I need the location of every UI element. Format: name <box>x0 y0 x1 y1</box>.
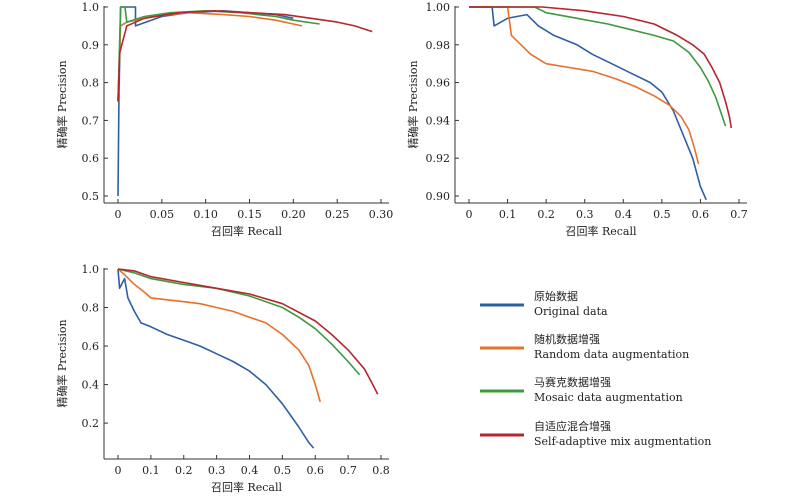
x-tick-label: 0 <box>466 208 473 221</box>
legend-item-mosaic: 马赛克数据增强 Mosaic data augmentation <box>480 375 683 404</box>
chart-panel-3: 0 0.1 0.2 0.3 0.4 0.5 0.6 0.7 0.8 0.2 0.4 0.6 0.8 1.0… <box>55 263 390 494</box>
series-line-original <box>117 6 294 197</box>
y-tick-label: 0.7 <box>82 114 100 127</box>
x-axis-label: 召回率 Recall <box>211 480 283 494</box>
x-tick-label: 0.3 <box>576 208 594 221</box>
y-tick-label: 0.8 <box>82 77 100 90</box>
series-line-selfadaptive <box>117 10 373 102</box>
legend-item-original: 原始数据 Original data <box>480 289 608 318</box>
x-tick-label: 0.3 <box>208 464 226 477</box>
y-tick-label: 0.9 <box>82 39 100 52</box>
x-tick-label: 0.5 <box>653 208 671 221</box>
series-line-mosaic <box>117 268 361 376</box>
x-tick-label: 0.2 <box>175 464 193 477</box>
y-tick-label: 1.00 <box>426 1 451 14</box>
x-tick-label: 0.7 <box>339 464 357 477</box>
series-line-selfadaptive <box>117 268 379 395</box>
x-tick-label: 0.1 <box>499 208 517 221</box>
x-tick-label: 0.1 <box>142 464 160 477</box>
x-tick-label: 0.4 <box>241 464 259 477</box>
y-tick-label: 0.8 <box>82 302 100 315</box>
y-tick-label: 0.6 <box>82 152 100 165</box>
x-tick-label: 0.30 <box>369 208 394 221</box>
legend-label-en-original: Original data <box>534 305 608 318</box>
x-axis-label: 召回率 Recall <box>565 224 637 238</box>
legend-label-zh-random: 随机数据增强 <box>534 332 600 346</box>
x-tick-label: 0.8 <box>372 464 390 477</box>
y-tick-label: 0.2 <box>82 417 100 430</box>
x-tick-label: 0 <box>115 464 122 477</box>
x-tick-label: 0.20 <box>281 208 306 221</box>
x-tick-label: 0.4 <box>615 208 633 221</box>
x-tick-label: 0.6 <box>307 464 325 477</box>
legend-label-zh-mosaic: 马赛克数据增强 <box>534 375 611 389</box>
x-tick-label: 0.5 <box>274 464 292 477</box>
x-tick-label: 0.25 <box>325 208 350 221</box>
y-tick-label: 0.6 <box>82 340 100 353</box>
series-line-random <box>117 11 303 102</box>
legend-label-en-random: Random data augmentation <box>534 348 689 361</box>
y-tick-label: 0.98 <box>426 39 451 52</box>
series-line-mosaic <box>469 6 727 127</box>
legend-item-random: 随机数据增强 Random data augmentation <box>480 332 689 361</box>
chart-panel-1: 0 0.05 0.10 0.15 0.20 0.25 0.30 0.5 0.6 0.7 0.8 0.9… <box>55 1 393 238</box>
y-axis-label: 精确率 Precision <box>406 60 420 148</box>
y-axis-label: 精确率 Precision <box>55 60 69 148</box>
x-tick-label: 0.6 <box>692 208 710 221</box>
legend-item-selfadaptive: 自适应混合增强 Self-adaptive mix augmentation <box>480 419 711 448</box>
legend-label-zh-selfadaptive: 自适应混合增强 <box>534 419 611 433</box>
x-tick-label: 0.05 <box>150 208 175 221</box>
x-tick-label: 0.2 <box>537 208 555 221</box>
series-line-random <box>117 268 321 403</box>
x-tick-label: 0 <box>115 208 122 221</box>
y-tick-label: 0.94 <box>426 114 451 127</box>
x-tick-label: 0.10 <box>193 208 218 221</box>
series-line-original <box>117 268 315 449</box>
x-tick-label: 0.15 <box>237 208 262 221</box>
series-line-selfadaptive <box>469 6 733 129</box>
chart-panel-2: 0 0.1 0.2 0.3 0.4 0.5 0.6 0.7 0.90 0.92 0.94 0.96 0.… <box>406 1 748 238</box>
series-line-original <box>469 6 707 201</box>
y-tick-label: 0.90 <box>426 190 451 203</box>
x-tick-label: 0.7 <box>730 208 748 221</box>
legend: 原始数据 Original data 随机数据增强 Random data au… <box>480 289 711 448</box>
legend-label-en-mosaic: Mosaic data augmentation <box>534 391 683 404</box>
legend-label-zh-original: 原始数据 <box>534 289 578 303</box>
x-axis-label: 召回率 Recall <box>211 224 283 238</box>
y-tick-label: 0.5 <box>82 190 100 203</box>
y-axis-label: 精确率 Precision <box>55 319 69 407</box>
chart-panels: 0 0.05 0.10 0.15 0.20 0.25 0.300.50.60.70.80.9… <box>55 1 748 494</box>
series-line-mosaic <box>117 6 320 102</box>
legend-label-en-selfadaptive: Self-adaptive mix augmentation <box>534 435 711 448</box>
series-line-random <box>469 6 700 165</box>
y-tick-label: 1.0 <box>82 1 100 14</box>
y-tick-label: 0.4 <box>82 379 100 392</box>
y-tick-label: 0.96 <box>426 77 451 90</box>
y-tick-label: 0.92 <box>426 152 451 165</box>
y-tick-label: 1.0 <box>82 263 100 276</box>
